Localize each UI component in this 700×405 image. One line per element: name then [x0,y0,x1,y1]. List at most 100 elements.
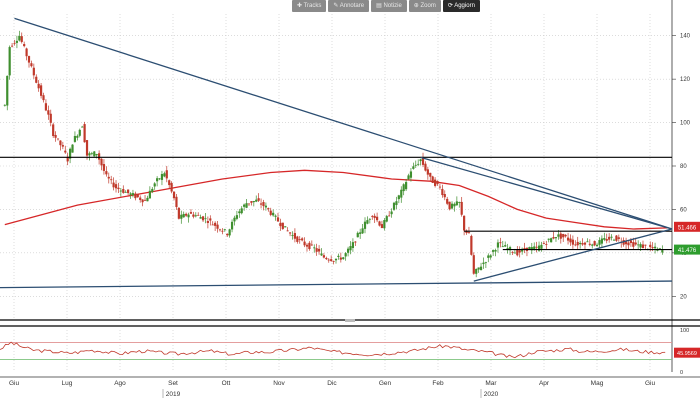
candle-body [257,198,260,201]
news-button[interactable]: ▤ Notizie [371,0,407,12]
candle-body [23,44,26,47]
candle-body [163,173,166,177]
candle-body [148,190,151,199]
zoom-icon: ⊕ [413,3,421,9]
candle-body [276,217,280,222]
candle-body [581,243,584,245]
candle-body [216,224,219,229]
candle-body [566,237,570,241]
candle-body [66,156,69,162]
candle-body [156,178,159,182]
candle-body [412,166,415,169]
candle-body [281,222,284,229]
candle-body [6,75,9,106]
y-tick-label: 80 [680,164,687,170]
candle-body [245,203,248,208]
chart-toolbar: ✚ Tracks ✎ Annotare ▤ Notizie ⊕ Zoom ⟳ A… [292,0,480,12]
candle-body [64,150,67,153]
x-tick-label: Ott [222,380,231,387]
candle-body [35,76,38,83]
candle-body [617,237,620,239]
candle-body [206,221,209,223]
x-tick-label: Nov [273,380,285,387]
candle-body [3,104,6,106]
candle-body [378,221,381,226]
candle-body [455,201,458,206]
candle-body [615,235,618,241]
y-tick-label: 100 [680,121,691,127]
candle-body [305,244,309,247]
x-tick-label: Dic [327,380,337,387]
candle-body [165,170,168,179]
annotate-button[interactable]: ✎ Annotare [328,0,370,12]
x-tick-label: Giu [645,380,656,387]
candle-body [458,201,461,203]
candle-body [139,197,142,200]
candle-body [8,47,11,76]
candle-body [424,163,427,171]
refresh-button[interactable]: ⟳ Aggiorn [442,0,480,12]
candle-body [467,232,471,234]
candle-body [301,238,304,241]
x-tick-label: Mag [591,380,604,387]
candle-body [545,244,548,245]
candle-body [373,215,376,219]
candle-body [518,250,521,253]
candle-body [279,222,282,227]
candle-body [431,176,434,183]
x-tick-label: Giu [9,380,20,387]
candle-body [233,217,236,222]
candle-body [90,153,93,155]
candle-body [112,182,115,188]
candle-body [334,258,338,261]
candle-body [15,40,19,43]
candle-body [629,240,633,243]
candle-body [160,174,164,180]
candle-body [98,153,101,160]
candle-body [102,164,106,171]
candle-body [39,85,43,96]
candle-body [583,242,587,245]
candle-body [363,221,367,229]
candle-body [83,124,86,143]
candle-body [489,255,492,258]
x-tick-label: Feb [432,380,444,387]
x-tick-label: Ago [114,380,126,387]
candle-body [226,233,229,236]
candle-body [516,249,519,256]
candle-body [547,238,550,240]
candle-body [315,248,318,252]
rsi-line [0,341,666,359]
candle-body [569,238,572,243]
candle-body [472,255,475,274]
y-tick-label: 60 [680,207,687,213]
candle-body [637,244,640,246]
candle-body [100,158,103,166]
candle-body [361,228,364,234]
candle-body [641,244,645,249]
candle-body [477,267,480,270]
candle-body [223,229,226,231]
candle-body [624,241,628,245]
candle-body [632,242,635,247]
candle-body [131,193,135,196]
candle-body [552,237,555,239]
candle-body [639,244,642,248]
candle-body [346,248,350,253]
candle-body [405,182,408,190]
candle-body [136,194,139,198]
candle-body [504,245,507,247]
candle-body [610,236,613,238]
candle-body [465,230,468,234]
zoom-button[interactable]: ⊕ Zoom [408,0,441,12]
candle-body [453,203,456,207]
candle-body [342,257,345,260]
x-tick-label: Set [168,380,178,387]
tracks-button[interactable]: ✚ Tracks [292,0,327,12]
candle-body [441,188,444,196]
candle-body [187,214,190,218]
candle-body [153,183,156,187]
candle-body [496,242,500,248]
plus-icon: ✚ [297,3,304,9]
